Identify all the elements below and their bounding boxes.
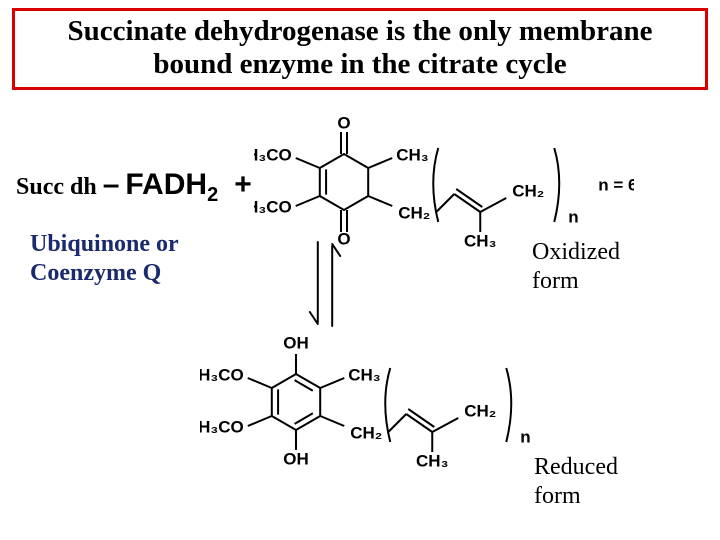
svg-text:OH: OH — [283, 449, 309, 468]
svg-text:CH₃: CH₃ — [396, 145, 428, 164]
svg-text:CH₃: CH₃ — [464, 231, 496, 250]
svg-text:H₃CO: H₃CO — [200, 417, 244, 436]
title-text: Succinate dehydrogenase is the only memb… — [25, 15, 695, 82]
svg-text:n: n — [520, 427, 530, 446]
dash: – — [103, 168, 120, 202]
svg-text:CH₂: CH₂ — [398, 203, 430, 222]
svg-text:H₃CO: H₃CO — [200, 365, 244, 384]
coq-line1: Ubiquinone or — [30, 230, 179, 259]
equation: Succ dh – FADH2 + — [16, 168, 252, 207]
title-box: Succinate dehydrogenase is the only memb… — [12, 8, 708, 90]
svg-text:CH₂: CH₂ — [512, 181, 544, 200]
svg-text:CH₂: CH₂ — [464, 401, 496, 420]
label-succ-dh: Succ dh — [16, 174, 97, 201]
svg-text:H₃CO: H₃CO — [254, 145, 292, 164]
svg-text:CH₃: CH₃ — [348, 365, 380, 384]
svg-text:OH: OH — [283, 333, 309, 352]
fadh2-prefix: FADH — [125, 168, 207, 201]
coq-line2: Coenzyme Q — [30, 259, 179, 288]
ox-line2: form — [532, 267, 620, 296]
red-line2: form — [534, 482, 618, 511]
label-coenzyme-q: Ubiquinone or Coenzyme Q — [30, 230, 179, 288]
plus-sign: + — [234, 168, 252, 202]
svg-text:n = 6-10: n = 6-10 — [598, 175, 634, 194]
svg-text:CH₂: CH₂ — [350, 423, 382, 442]
equilibrium-arrows — [295, 236, 355, 332]
structure-reduced: OH OH H₃CO H₃CO CH₃ CH₂ CH₃ CH₂ n — [200, 328, 560, 476]
svg-text:H₃CO: H₃CO — [254, 197, 292, 216]
slide-root: Succinate dehydrogenase is the only memb… — [0, 0, 720, 540]
fadh2-sub: 2 — [207, 184, 218, 206]
structure-oxidized: OOH₃COH₃COCH₃CH₂CH₃CH₂nn = 6-10 — [254, 108, 634, 256]
svg-text:n: n — [568, 207, 578, 226]
svg-text:O: O — [337, 113, 350, 132]
label-fadh2: FADH2 — [125, 168, 218, 207]
svg-text:CH₃: CH₃ — [416, 451, 448, 470]
